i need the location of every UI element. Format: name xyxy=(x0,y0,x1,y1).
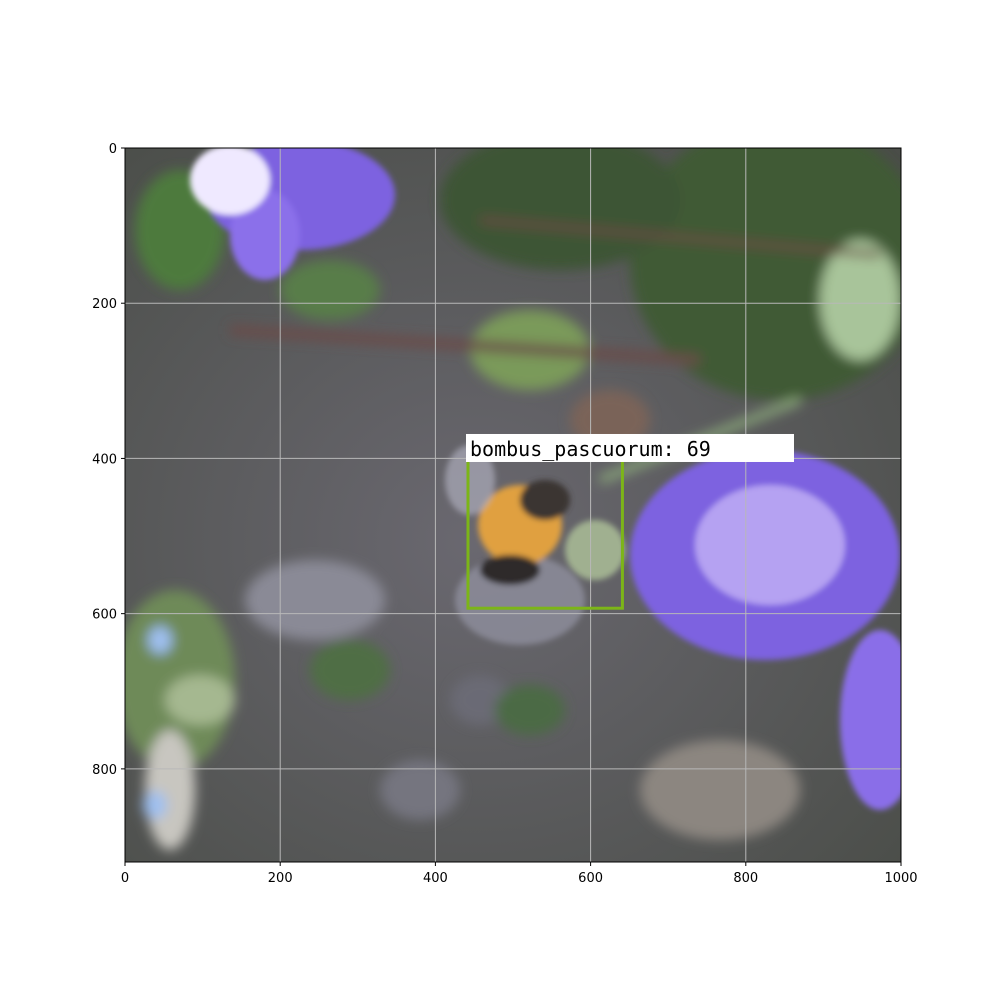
x-tick-label: 600 xyxy=(578,871,603,886)
x-axis: 0 200 400 600 800 1000 xyxy=(121,862,918,886)
detection: bombus_pascuorum: 69 xyxy=(465,433,794,610)
photo xyxy=(125,148,901,862)
axes-frame xyxy=(124,147,902,863)
x-tick-label: 800 xyxy=(733,871,758,886)
y-axis: 0 200 400 600 800 xyxy=(92,142,125,778)
y-tick-label: 200 xyxy=(92,297,117,312)
detection-label: bombus_pascuorum: 69 xyxy=(470,437,711,461)
y-tick-label: 800 xyxy=(92,763,117,778)
x-tick-label: 400 xyxy=(423,871,448,886)
detection-label-background xyxy=(465,433,794,462)
y-tick-label: 400 xyxy=(92,452,117,467)
x-tick-label: 200 xyxy=(268,871,293,886)
y-tick-label: 600 xyxy=(92,608,117,623)
x-tick-label: 0 xyxy=(121,871,129,886)
y-tick-label: 0 xyxy=(109,142,117,157)
bee xyxy=(445,445,585,645)
x-tick-label: 1000 xyxy=(884,871,917,886)
